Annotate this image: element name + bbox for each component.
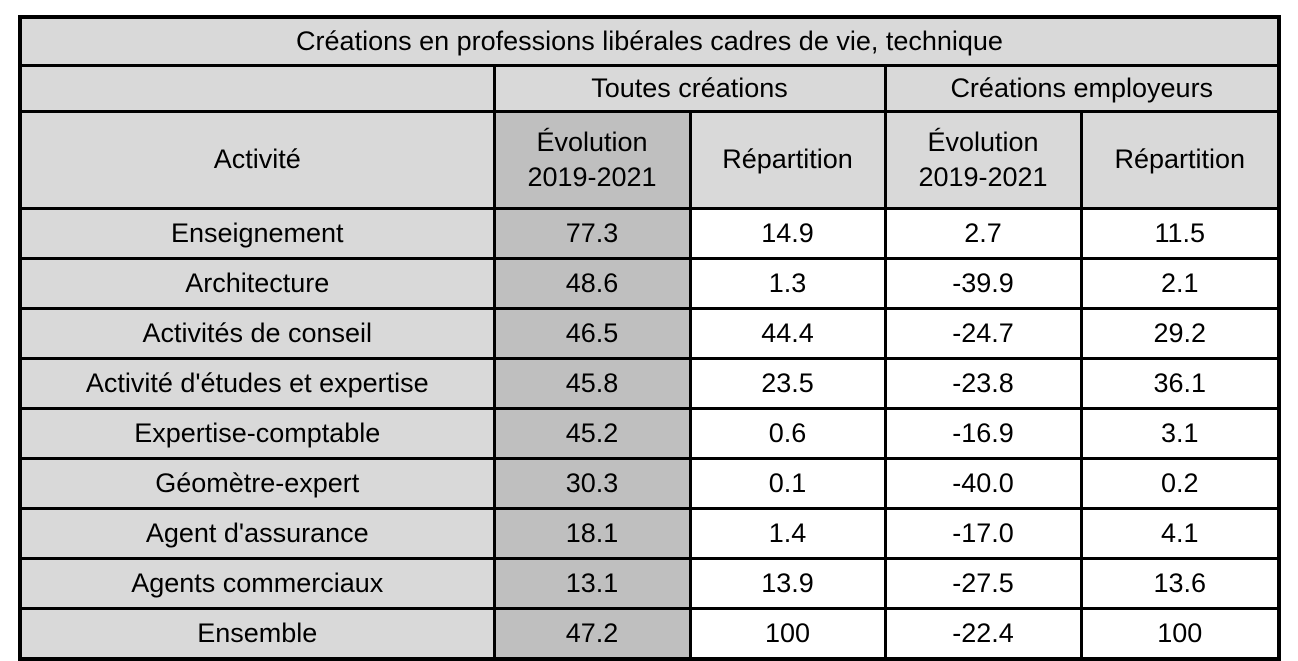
table-row: Activités de conseil 46.5 44.4 -24.7 29.… — [18, 307, 1281, 360]
col-header-evolution-toutes: Évolution 2019-2021 — [492, 110, 692, 210]
value-cell: 11.5 — [1079, 207, 1281, 260]
value-cell: 1.3 — [688, 257, 887, 310]
value-cell: 100 — [1079, 607, 1281, 661]
value-cell: 14.9 — [688, 207, 887, 260]
table-row: Enseignement 77.3 14.9 2.7 11.5 — [18, 207, 1281, 260]
activity-cell: Architecture — [18, 257, 496, 310]
group-header-empty-cell — [18, 64, 496, 113]
value-cell: 2.1 — [1079, 257, 1281, 310]
value-cell: 48.6 — [492, 257, 692, 310]
value-cell: 23.5 — [688, 357, 887, 410]
value-cell: 0.6 — [688, 407, 887, 460]
value-cell: -39.9 — [883, 257, 1083, 310]
value-cell: 29.2 — [1079, 307, 1281, 360]
table-row: Expertise-comptable 45.2 0.6 -16.9 3.1 — [18, 407, 1281, 460]
value-cell: 13.1 — [492, 557, 692, 610]
activity-cell: Agent d'assurance — [18, 507, 496, 560]
value-cell: 18.1 — [492, 507, 692, 560]
value-cell: -22.4 — [883, 607, 1083, 661]
value-cell: 100 — [688, 607, 887, 661]
statistics-table-container: Créations en professions libérales cadre… — [18, 15, 1282, 661]
table-row: Géomètre-expert 30.3 0.1 -40.0 0.2 — [18, 457, 1281, 510]
activity-cell: Enseignement — [18, 207, 496, 260]
group-header-creations-employeurs: Créations employeurs — [883, 64, 1281, 113]
activity-cell: Expertise-comptable — [18, 407, 496, 460]
value-cell: 0.2 — [1079, 457, 1281, 510]
value-cell: 13.9 — [688, 557, 887, 610]
col-header-activite: Activité — [18, 110, 496, 210]
value-cell: 2.7 — [883, 207, 1083, 260]
table-row: Agents commerciaux 13.1 13.9 -27.5 13.6 — [18, 557, 1281, 610]
activity-cell: Géomètre-expert — [18, 457, 496, 510]
value-cell: -40.0 — [883, 457, 1083, 510]
activity-cell: Agents commerciaux — [18, 557, 496, 610]
value-cell: 3.1 — [1079, 407, 1281, 460]
table-row: Activité d'études et expertise 45.8 23.5… — [18, 357, 1281, 410]
group-header-toutes-creations: Toutes créations — [492, 64, 887, 113]
value-cell: -17.0 — [883, 507, 1083, 560]
value-cell: -23.8 — [883, 357, 1083, 410]
table-row: Architecture 48.6 1.3 -39.9 2.1 — [18, 257, 1281, 310]
value-cell: 13.6 — [1079, 557, 1281, 610]
value-cell: 45.8 — [492, 357, 692, 410]
table-title: Créations en professions libérales cadre… — [18, 15, 1281, 67]
value-cell: 44.4 — [688, 307, 887, 360]
value-cell: 30.3 — [492, 457, 692, 510]
table-row: Agent d'assurance 18.1 1.4 -17.0 4.1 — [18, 507, 1281, 560]
col-header-repartition-toutes: Répartition — [688, 110, 887, 210]
value-cell: 0.1 — [688, 457, 887, 510]
activity-cell: Activités de conseil — [18, 307, 496, 360]
activity-cell: Activité d'études et expertise — [18, 357, 496, 410]
col-header-evolution-employeurs: Évolution 2019-2021 — [883, 110, 1083, 210]
value-cell: 1.4 — [688, 507, 887, 560]
col-header-repartition-employeurs: Répartition — [1079, 110, 1281, 210]
value-cell: 46.5 — [492, 307, 692, 360]
value-cell: 36.1 — [1079, 357, 1281, 410]
table-row: Ensemble 47.2 100 -22.4 100 — [18, 607, 1281, 661]
activity-cell: Ensemble — [18, 607, 496, 661]
value-cell: 47.2 — [492, 607, 692, 661]
value-cell: 4.1 — [1079, 507, 1281, 560]
value-cell: 45.2 — [492, 407, 692, 460]
value-cell: -16.9 — [883, 407, 1083, 460]
value-cell: -24.7 — [883, 307, 1083, 360]
statistics-table: Créations en professions libérales cadre… — [18, 15, 1282, 661]
value-cell: 77.3 — [492, 207, 692, 260]
value-cell: -27.5 — [883, 557, 1083, 610]
